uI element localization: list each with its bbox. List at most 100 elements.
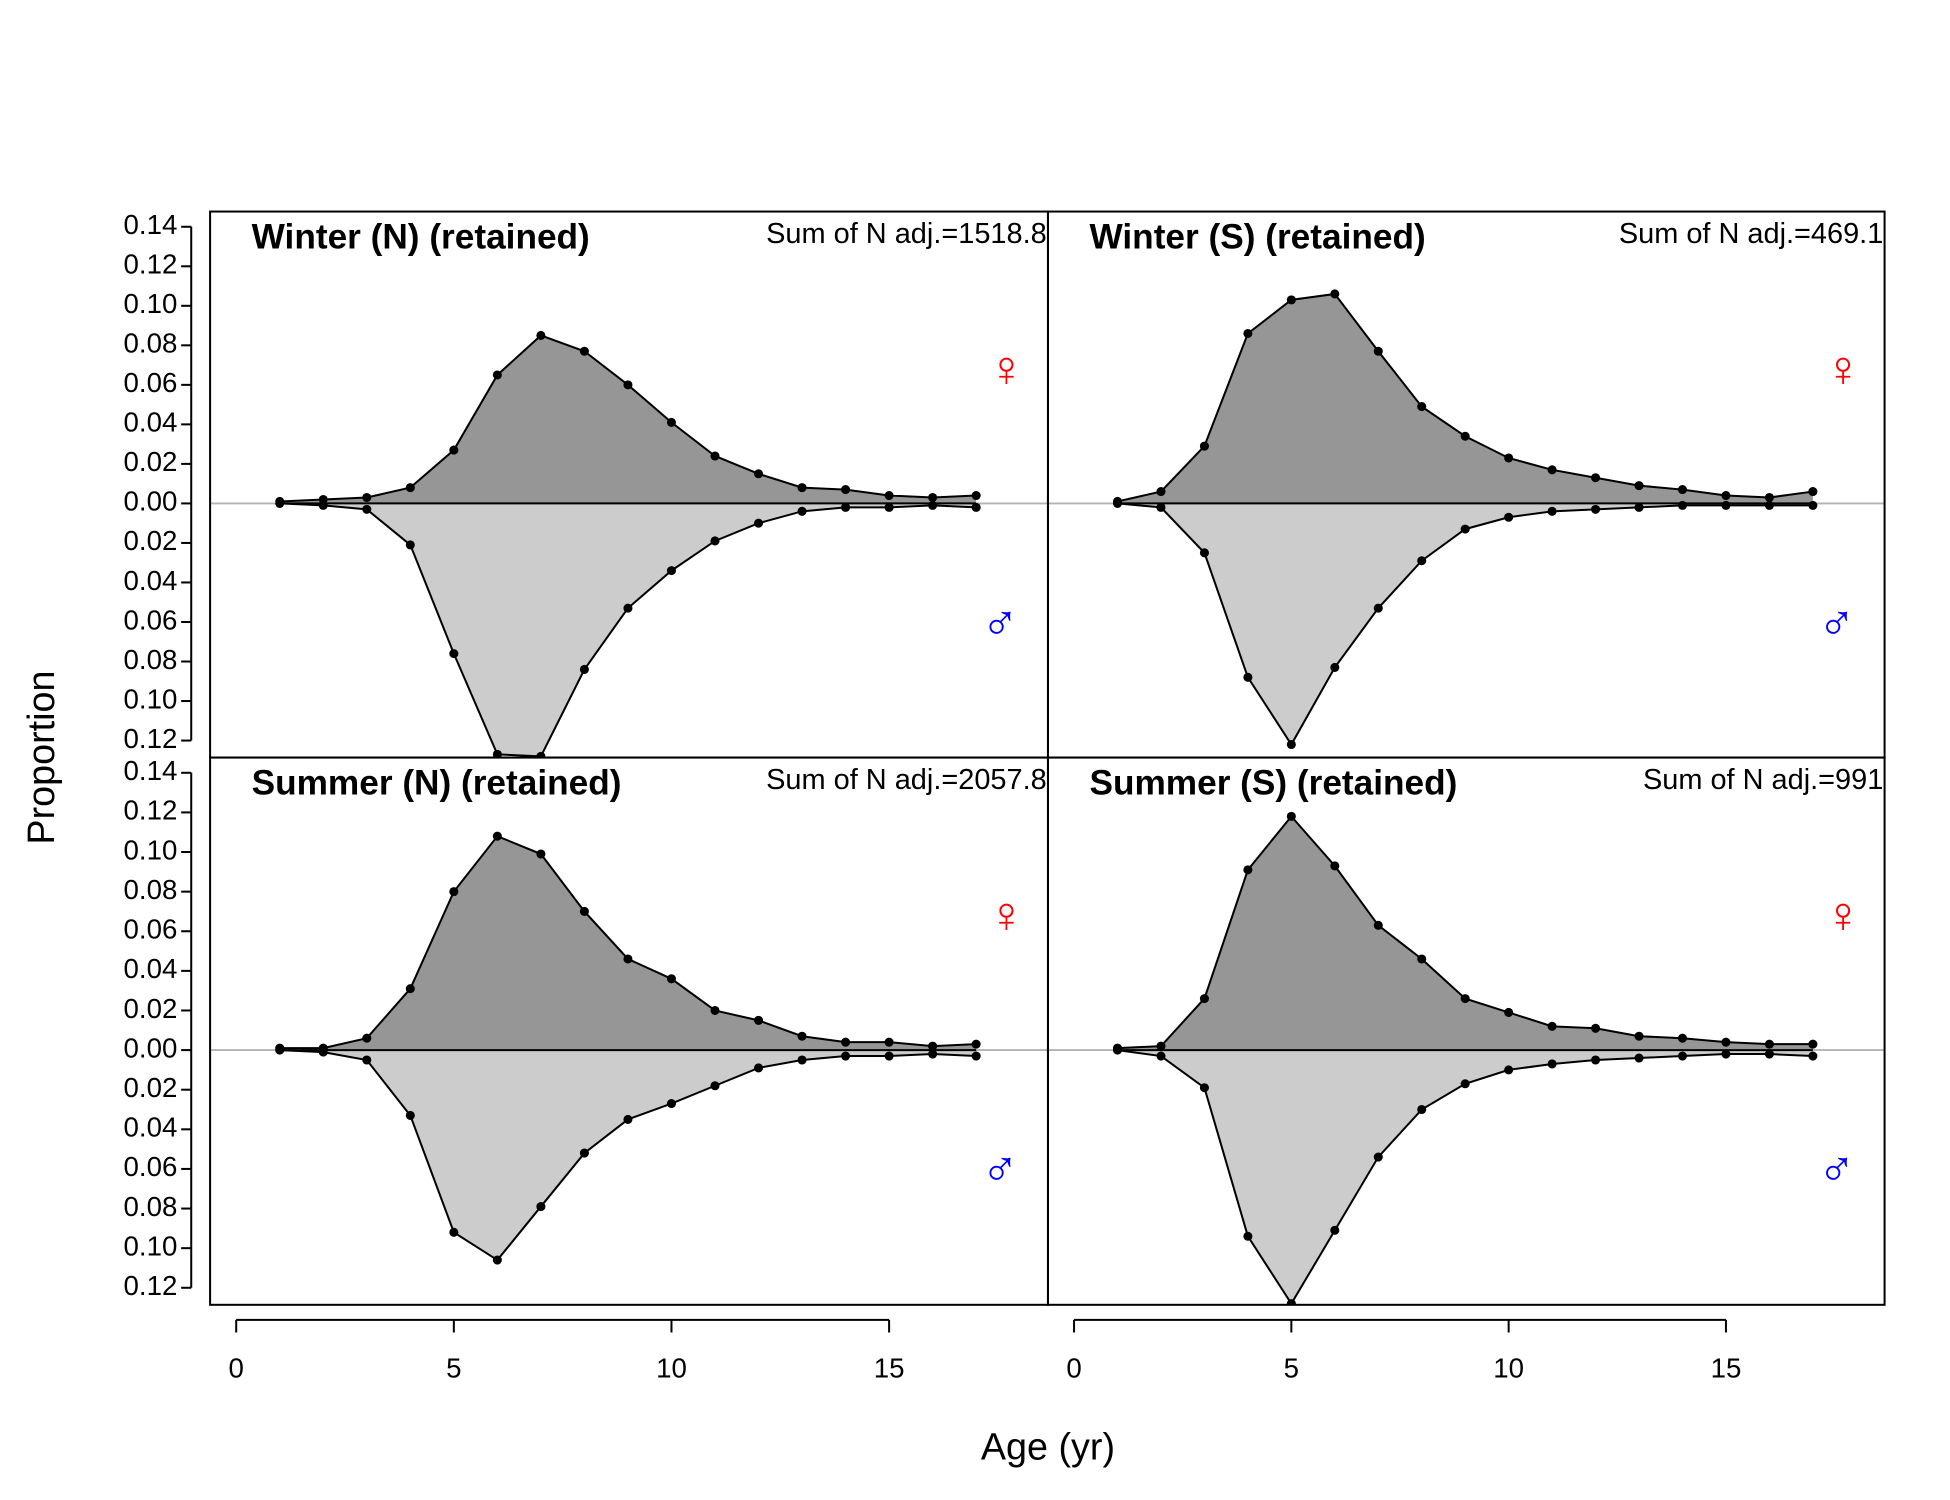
data-point <box>1504 453 1514 463</box>
y-tick-label: 0.12 <box>124 249 178 280</box>
y-tick-label: 0.02 <box>124 993 178 1024</box>
y-tick-label: 0.08 <box>124 874 178 905</box>
data-point <box>1504 512 1514 522</box>
data-point <box>928 1041 938 1051</box>
data-point <box>753 1063 764 1073</box>
y-tick-label: 0.00 <box>124 486 178 517</box>
data-point <box>1460 1079 1470 1089</box>
data-point <box>1547 465 1557 475</box>
x-axis-label: Age (yr) <box>981 1425 1115 1467</box>
panel-annotation: Sum of N adj.=991 <box>1643 764 1883 796</box>
area-fill <box>279 836 977 1051</box>
data-point <box>797 506 807 516</box>
y-tick-label: 0.04 <box>124 565 178 596</box>
legend-symbol: ♀ <box>988 340 1026 397</box>
data-point <box>1330 1225 1340 1235</box>
legend-symbol: ♀ <box>1824 340 1862 397</box>
data-point <box>1808 1039 1818 1049</box>
data-point <box>884 502 894 512</box>
data-point <box>1243 865 1253 875</box>
data-point <box>1286 739 1296 750</box>
panel-plot <box>1047 289 1885 750</box>
area-fill <box>279 503 977 757</box>
data-point <box>1721 1037 1731 1047</box>
x-tick-label: 5 <box>446 1353 461 1384</box>
x-tick-label: 10 <box>1493 1353 1524 1384</box>
y-tick-label: 0.06 <box>124 367 178 398</box>
legend-symbol: ♂ <box>1818 594 1856 651</box>
y-tick-label: 0.10 <box>124 1230 178 1261</box>
data-point <box>1591 1023 1601 1033</box>
data-point <box>1677 1033 1688 1043</box>
y-tick-label: 0.04 <box>124 1112 178 1143</box>
data-point <box>1634 481 1644 491</box>
x-tick-label: 0 <box>229 1353 244 1384</box>
y-tick-label: 0.02 <box>124 1072 178 1103</box>
y-tick-label: 0.02 <box>124 525 178 556</box>
data-point <box>449 445 459 455</box>
data-point <box>1156 1041 1166 1051</box>
data-point <box>1373 1152 1383 1162</box>
data-point <box>1417 402 1427 412</box>
data-point <box>579 664 589 674</box>
data-point <box>971 1039 981 1049</box>
data-point <box>1243 328 1253 339</box>
data-point <box>1112 498 1123 508</box>
data-point <box>1808 487 1818 497</box>
panel-annotation: Sum of N adj.=469.1 <box>1619 218 1883 250</box>
area-fill <box>1117 1050 1813 1304</box>
data-point <box>1373 603 1383 613</box>
data-point <box>666 1099 676 1109</box>
panel-plot <box>210 831 1048 1265</box>
data-point <box>1156 1051 1166 1061</box>
data-point <box>449 649 459 659</box>
y-tick-label: 0.10 <box>124 834 178 865</box>
data-point <box>579 346 589 356</box>
data-point <box>1286 1299 1296 1305</box>
y-tick-label: 0.02 <box>124 446 178 477</box>
data-point <box>797 1055 807 1065</box>
panel-title: Winter (S) (retained) <box>1089 218 1425 257</box>
y-tick-label: 0.08 <box>124 644 178 675</box>
panel-plot <box>1047 811 1885 1305</box>
data-point <box>1243 1231 1253 1241</box>
data-point <box>1634 1053 1644 1063</box>
panel-annotation: Sum of N adj.=2057.8 <box>766 764 1047 796</box>
x-tick-label: 15 <box>1711 1353 1742 1384</box>
data-point <box>536 1202 546 1212</box>
data-point <box>928 1049 938 1059</box>
data-point <box>492 1255 502 1265</box>
data-point <box>362 1055 372 1065</box>
data-point <box>1286 811 1296 821</box>
data-point <box>405 1110 415 1120</box>
data-point <box>536 330 546 340</box>
area-fill <box>1117 293 1813 504</box>
data-point <box>275 1045 285 1055</box>
data-point <box>1156 487 1166 497</box>
panel-title: Summer (N) (retained) <box>252 764 622 803</box>
data-point <box>1199 994 1209 1004</box>
x-tick-label: 5 <box>1284 1353 1299 1384</box>
data-point <box>971 490 981 501</box>
data-point <box>884 1037 894 1047</box>
data-point <box>1547 506 1557 516</box>
data-point <box>1460 994 1470 1004</box>
area-fill <box>279 1050 977 1261</box>
data-point <box>405 984 415 994</box>
legend-symbol: ♂ <box>981 1140 1019 1197</box>
x-tick-label: 15 <box>874 1353 905 1384</box>
data-point <box>623 1114 633 1124</box>
data-point <box>275 498 285 508</box>
data-point <box>1330 289 1340 299</box>
y-tick-label: 0.10 <box>124 683 178 714</box>
data-point <box>710 536 720 546</box>
panel-title: Winter (N) (retained) <box>252 218 590 257</box>
data-point <box>928 492 938 503</box>
data-point <box>1677 1051 1688 1061</box>
data-point <box>710 451 720 461</box>
data-point <box>579 906 589 916</box>
data-point <box>1547 1021 1557 1031</box>
data-point <box>971 1051 981 1061</box>
x-tick-label: 0 <box>1066 1353 1081 1384</box>
